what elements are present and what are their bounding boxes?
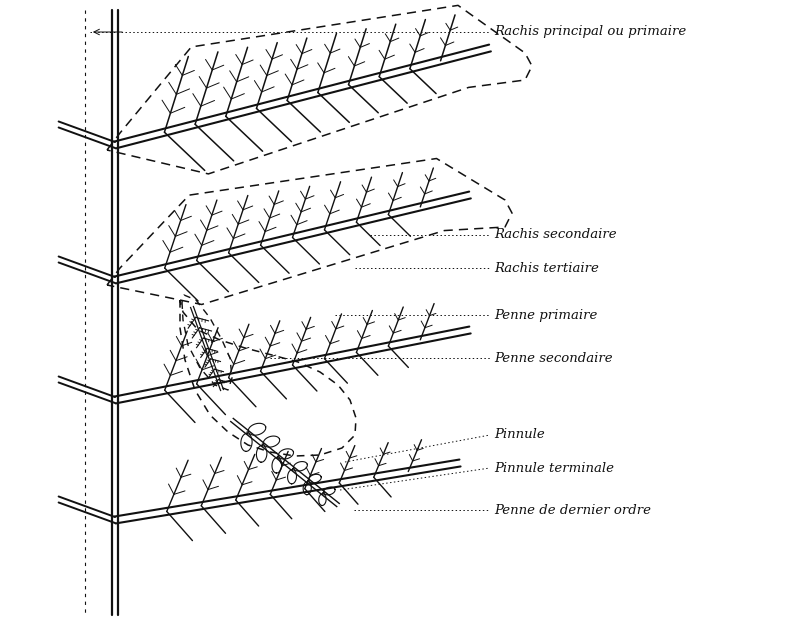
Text: Rachis tertiaire: Rachis tertiaire — [494, 261, 599, 275]
Text: Pinnule: Pinnule — [494, 428, 545, 442]
Text: Penne de dernier ordre: Penne de dernier ordre — [494, 503, 651, 517]
Text: Penne primaire: Penne primaire — [494, 309, 598, 321]
Text: Rachis secondaire: Rachis secondaire — [494, 229, 617, 241]
Text: Rachis principal ou primaire: Rachis principal ou primaire — [494, 25, 686, 38]
Text: Penne secondaire: Penne secondaire — [494, 352, 613, 365]
Text: Pinnule terminale: Pinnule terminale — [494, 462, 614, 474]
